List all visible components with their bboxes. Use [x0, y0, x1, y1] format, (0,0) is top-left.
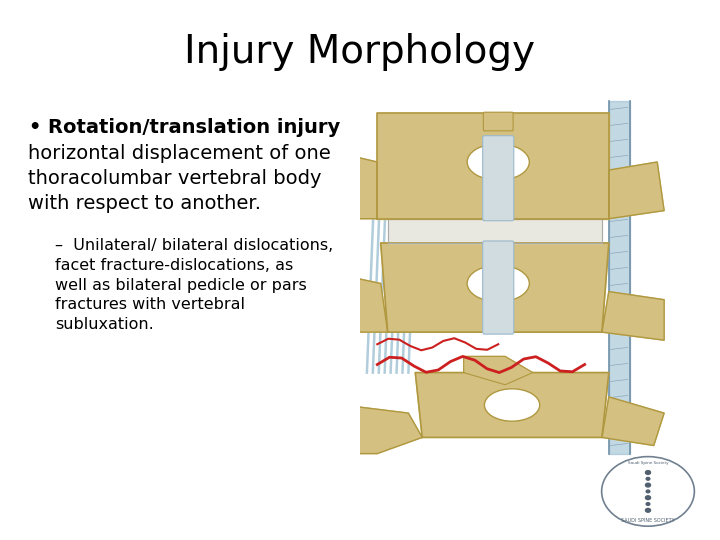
- Polygon shape: [415, 373, 609, 437]
- Ellipse shape: [467, 265, 529, 302]
- Polygon shape: [387, 219, 602, 243]
- Circle shape: [646, 509, 651, 512]
- Text: horizontal displacement of one
thoracolumbar vertebral body
with respect to anot: horizontal displacement of one thoracolu…: [28, 144, 330, 213]
- Ellipse shape: [485, 389, 540, 421]
- Polygon shape: [343, 275, 387, 332]
- Polygon shape: [343, 405, 422, 454]
- Polygon shape: [381, 243, 609, 332]
- Circle shape: [646, 470, 651, 475]
- Circle shape: [646, 477, 650, 480]
- Polygon shape: [602, 292, 664, 340]
- Polygon shape: [464, 356, 533, 384]
- Text: SAUDI SPINE SOCIETY: SAUDI SPINE SOCIETY: [621, 518, 675, 523]
- Circle shape: [646, 503, 650, 505]
- Polygon shape: [343, 154, 377, 219]
- Polygon shape: [609, 102, 629, 454]
- Ellipse shape: [467, 144, 529, 180]
- Polygon shape: [609, 162, 664, 219]
- Text: Saudi Spine Society: Saudi Spine Society: [628, 461, 668, 465]
- Polygon shape: [602, 397, 664, 445]
- FancyBboxPatch shape: [482, 241, 514, 334]
- Polygon shape: [377, 113, 609, 219]
- Text: Rotation/translation injury: Rotation/translation injury: [48, 118, 341, 137]
- Circle shape: [646, 490, 650, 493]
- Text: –  Unilateral/ bilateral dislocations,
facet fracture-dislocations, as
well as b: – Unilateral/ bilateral dislocations, fa…: [55, 238, 333, 332]
- Circle shape: [646, 483, 651, 487]
- Circle shape: [646, 496, 651, 500]
- FancyBboxPatch shape: [483, 112, 513, 131]
- FancyBboxPatch shape: [482, 136, 514, 221]
- Text: •: •: [28, 118, 40, 137]
- Text: Injury Morphology: Injury Morphology: [184, 33, 536, 71]
